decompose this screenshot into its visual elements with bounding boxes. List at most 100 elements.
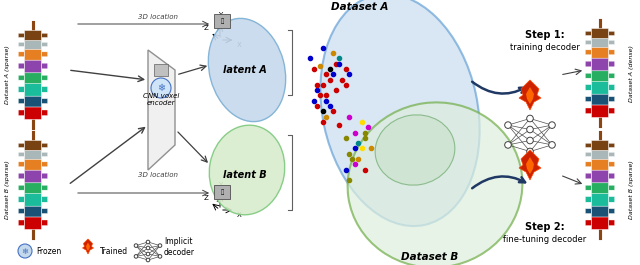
Polygon shape: [526, 157, 534, 174]
Text: Dataset B: Dataset B: [401, 252, 459, 262]
FancyBboxPatch shape: [24, 169, 42, 183]
FancyBboxPatch shape: [591, 70, 609, 82]
Ellipse shape: [375, 115, 455, 185]
FancyBboxPatch shape: [19, 75, 24, 80]
FancyBboxPatch shape: [591, 57, 609, 71]
FancyBboxPatch shape: [586, 220, 591, 226]
FancyBboxPatch shape: [591, 182, 609, 194]
FancyBboxPatch shape: [609, 197, 614, 202]
FancyBboxPatch shape: [19, 209, 24, 214]
Text: Dataset A: Dataset A: [332, 2, 388, 12]
Circle shape: [548, 122, 556, 129]
FancyBboxPatch shape: [19, 152, 24, 157]
FancyBboxPatch shape: [19, 87, 24, 92]
FancyBboxPatch shape: [586, 108, 591, 114]
FancyBboxPatch shape: [609, 173, 614, 179]
Ellipse shape: [208, 18, 285, 122]
FancyBboxPatch shape: [609, 31, 614, 36]
FancyBboxPatch shape: [591, 46, 609, 58]
Circle shape: [505, 122, 511, 129]
FancyBboxPatch shape: [586, 143, 591, 148]
FancyBboxPatch shape: [586, 185, 591, 190]
Text: X: X: [237, 212, 242, 218]
Text: Y: Y: [218, 12, 222, 18]
FancyBboxPatch shape: [42, 162, 48, 167]
Circle shape: [548, 142, 556, 148]
FancyBboxPatch shape: [586, 152, 591, 157]
Text: Z: Z: [204, 25, 209, 31]
FancyBboxPatch shape: [42, 87, 48, 92]
Text: Trained: Trained: [100, 246, 128, 255]
Polygon shape: [519, 150, 541, 180]
Text: Dataset A (dense): Dataset A (dense): [630, 45, 634, 101]
FancyBboxPatch shape: [24, 59, 42, 73]
FancyBboxPatch shape: [586, 85, 591, 90]
Circle shape: [146, 252, 150, 256]
Text: fine-tuning decoder: fine-tuning decoder: [504, 235, 587, 244]
FancyBboxPatch shape: [42, 185, 48, 190]
FancyBboxPatch shape: [214, 14, 230, 28]
Text: training decoder: training decoder: [510, 42, 580, 51]
Circle shape: [134, 255, 138, 258]
FancyBboxPatch shape: [586, 97, 591, 101]
FancyBboxPatch shape: [19, 33, 24, 38]
FancyBboxPatch shape: [19, 185, 24, 190]
FancyBboxPatch shape: [609, 220, 614, 226]
Circle shape: [527, 137, 533, 144]
FancyBboxPatch shape: [586, 209, 591, 214]
FancyBboxPatch shape: [24, 39, 42, 49]
FancyBboxPatch shape: [42, 209, 48, 214]
FancyBboxPatch shape: [609, 73, 614, 78]
Ellipse shape: [348, 102, 522, 265]
FancyBboxPatch shape: [24, 140, 42, 151]
FancyBboxPatch shape: [586, 173, 591, 179]
Circle shape: [505, 142, 511, 148]
FancyBboxPatch shape: [591, 149, 609, 160]
Text: Z: Z: [204, 195, 209, 201]
Text: CNN voxel
encoder: CNN voxel encoder: [143, 93, 179, 106]
Text: X: X: [237, 42, 242, 48]
FancyBboxPatch shape: [586, 50, 591, 55]
Text: Frozen: Frozen: [36, 246, 61, 255]
FancyBboxPatch shape: [586, 40, 591, 45]
FancyBboxPatch shape: [42, 110, 48, 116]
FancyBboxPatch shape: [609, 143, 614, 148]
FancyBboxPatch shape: [19, 162, 24, 167]
Circle shape: [134, 244, 138, 248]
Text: ❄: ❄: [22, 246, 29, 255]
Text: Implicit
decoder: Implicit decoder: [164, 237, 195, 257]
FancyBboxPatch shape: [609, 50, 614, 55]
FancyBboxPatch shape: [591, 81, 609, 94]
FancyBboxPatch shape: [42, 99, 48, 104]
FancyBboxPatch shape: [154, 64, 168, 76]
Text: Dataset B (sparse): Dataset B (sparse): [630, 161, 634, 219]
Text: 3D location: 3D location: [138, 14, 178, 20]
FancyBboxPatch shape: [591, 93, 609, 105]
FancyBboxPatch shape: [609, 61, 614, 67]
Text: Step 2:: Step 2:: [525, 222, 565, 232]
FancyBboxPatch shape: [42, 63, 48, 69]
FancyBboxPatch shape: [19, 110, 24, 116]
FancyBboxPatch shape: [591, 158, 609, 170]
Polygon shape: [86, 242, 90, 251]
FancyBboxPatch shape: [42, 75, 48, 80]
Polygon shape: [519, 80, 541, 110]
FancyBboxPatch shape: [24, 72, 42, 83]
FancyBboxPatch shape: [19, 52, 24, 57]
FancyBboxPatch shape: [586, 31, 591, 36]
Circle shape: [18, 244, 32, 258]
FancyBboxPatch shape: [24, 182, 42, 194]
FancyBboxPatch shape: [24, 216, 42, 229]
FancyBboxPatch shape: [24, 106, 42, 120]
FancyBboxPatch shape: [24, 48, 42, 60]
FancyBboxPatch shape: [24, 95, 42, 107]
FancyBboxPatch shape: [591, 28, 609, 38]
FancyBboxPatch shape: [609, 185, 614, 190]
FancyBboxPatch shape: [586, 73, 591, 78]
Circle shape: [158, 255, 162, 258]
Text: ⬜: ⬜: [220, 18, 223, 24]
Circle shape: [527, 115, 533, 122]
FancyBboxPatch shape: [24, 30, 42, 40]
FancyBboxPatch shape: [19, 143, 24, 148]
FancyBboxPatch shape: [24, 83, 42, 96]
